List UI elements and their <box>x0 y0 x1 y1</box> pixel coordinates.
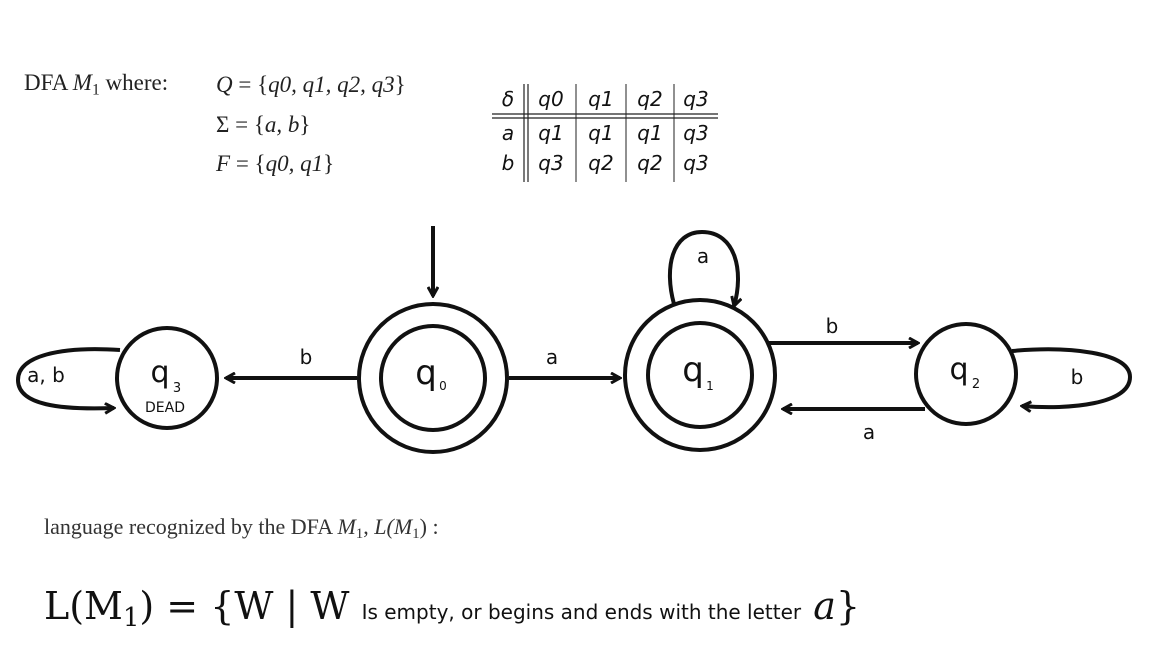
final-states-close: } <box>323 151 335 176</box>
language-caption-mid: , <box>363 514 369 539</box>
dfa-definition: DFA M1 where: <box>24 70 168 99</box>
language-caption-machine: M <box>337 514 356 539</box>
alphabet-item: b <box>287 112 300 137</box>
state-subscript: 2 <box>972 377 980 392</box>
formula-letter: a <box>813 584 836 628</box>
transition-q1-self <box>667 229 738 306</box>
state-label: q <box>150 355 169 390</box>
language-formula: L(M1) = {W | W Is empty, or begins and e… <box>44 584 860 633</box>
table-cell: q1 <box>637 121 662 145</box>
transition-label: b <box>1071 365 1084 389</box>
state-q0: q 0 <box>357 302 509 454</box>
state-subscript: 0 <box>439 379 447 393</box>
table-cell: q1 <box>588 121 613 145</box>
alphabet-open: { <box>253 112 265 137</box>
states-set-symbol: Q <box>216 72 233 97</box>
states-set-item: q1 <box>302 72 326 97</box>
table-col-header: q2 <box>637 87 662 111</box>
alphabet-close: } <box>299 112 311 137</box>
final-states-symbol: F <box>216 151 231 176</box>
final-states-eq: = <box>235 151 249 176</box>
table-cell: q2 <box>588 151 613 175</box>
dfa-where: where: <box>105 70 169 95</box>
transition-label: a <box>546 345 558 369</box>
table-col-header: q3 <box>683 87 708 111</box>
state-circle-inner <box>379 324 487 432</box>
state-subscript: 3 <box>173 381 181 396</box>
state-label: q <box>949 352 968 387</box>
state-subscript: 1 <box>706 379 714 393</box>
language-caption-end: ) : <box>419 514 439 539</box>
state-note: DEAD <box>145 400 185 416</box>
transition-table: δ q0 q1 q2 q3 a q1 q1 q1 q3 b q3 q2 q2 q… <box>492 84 718 182</box>
state-circle-inner <box>646 321 754 429</box>
formula-eq: ) = {W | W <box>139 584 350 628</box>
state-circle <box>115 326 219 430</box>
state-label: q <box>682 350 704 390</box>
state-circle <box>914 322 1018 426</box>
formula-text: Is empty, or begins and ends with the le… <box>361 600 802 624</box>
state-q2: q 2 <box>914 322 1018 426</box>
language-caption-sub: 1 <box>355 526 364 543</box>
table-col-header: q1 <box>588 87 613 111</box>
transition-label: a <box>863 420 875 444</box>
formula-close: } <box>835 584 861 628</box>
transition-q2-self <box>1011 347 1133 407</box>
states-set-item: q3 <box>371 72 395 97</box>
state-q3: q 3 DEAD <box>115 326 219 430</box>
transition-label: a, b <box>27 363 65 387</box>
language-caption: language recognized by the DFA M1, L(M1)… <box>44 514 439 543</box>
alphabet-item: a <box>264 112 277 137</box>
table-row-symbol: a <box>502 121 514 145</box>
final-states-line: F = {q0, q1} <box>216 151 335 176</box>
states-set-items: q0, q1, q2, q3 <box>268 72 395 97</box>
final-states-item: q0 <box>265 151 289 176</box>
dfa-machine-name: M <box>72 70 92 95</box>
formula-lhs: L(M <box>44 584 123 628</box>
states-set-item: q2 <box>337 72 361 97</box>
states-set-open: { <box>257 72 269 97</box>
final-states-item: q1 <box>300 151 324 176</box>
state-q1: q 1 <box>623 298 777 452</box>
language-caption-L-sub: 1 <box>412 526 420 543</box>
state-label: q <box>415 353 437 393</box>
table-cell: q1 <box>538 121 563 145</box>
transition-label: b <box>300 345 313 369</box>
states-set-item: q0 <box>268 72 292 97</box>
transition-q3-self <box>15 347 121 408</box>
language-caption-L: L(M <box>374 514 413 539</box>
dfa-intro: DFA <box>24 70 68 95</box>
final-states-open: { <box>254 151 266 176</box>
table-col-header: q0 <box>538 87 563 111</box>
formula-sub: 1 <box>122 603 140 634</box>
states-set-eq: = <box>238 72 252 97</box>
states-set-close: } <box>394 72 406 97</box>
transition-label: a <box>697 244 709 268</box>
table-cell: q3 <box>538 151 563 175</box>
table-corner: δ <box>502 87 514 111</box>
state-diagram: a, b b a a b a b q 3 DEAD q 0 q 1 q 2 <box>15 226 1133 454</box>
transition-label: b <box>826 314 839 338</box>
states-set-line: Q = {q0, q1, q2, q3} <box>216 72 406 98</box>
dfa-machine-sub: 1 <box>91 81 100 99</box>
alphabet-line: Σ = {a, b} <box>216 112 311 137</box>
table-cell: q2 <box>637 151 662 175</box>
table-cell: q3 <box>683 121 708 145</box>
table-cell: q3 <box>683 151 708 175</box>
table-row-symbol: b <box>502 151 515 175</box>
language-caption-prefix: language recognized by the DFA <box>44 514 332 539</box>
alphabet-symbol: Σ <box>216 112 230 137</box>
alphabet-eq: = <box>235 112 249 137</box>
